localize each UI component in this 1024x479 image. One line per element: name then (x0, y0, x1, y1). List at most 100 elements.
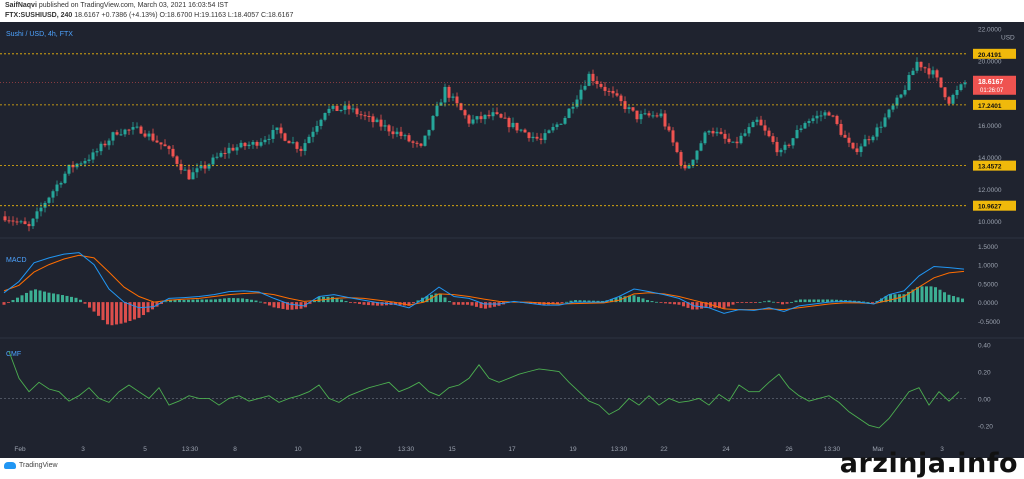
candle-body (815, 115, 819, 119)
chart-area[interactable]: 22.0000 20.0000 16.0000 14.0000 12.0000 10.00… (0, 22, 1024, 458)
x-tick-label: 17 (508, 446, 516, 453)
open-label: O: (159, 12, 167, 19)
candle-body (159, 142, 163, 145)
candle-body (39, 207, 43, 212)
macd-histogram-bar (88, 302, 91, 308)
macd-histogram-bar (259, 301, 262, 303)
candle-body (527, 132, 531, 139)
candle-body (27, 224, 31, 227)
candle-body (343, 105, 347, 110)
candle-body (871, 136, 875, 141)
macd-tick-label: 1.0000 (978, 263, 998, 270)
candle-body (647, 113, 651, 116)
current-timer-label: 01:26:07 (980, 88, 1004, 94)
candle-body (415, 142, 419, 144)
macd-histogram-bar (191, 299, 195, 303)
candle-body (831, 115, 835, 117)
candle-body (523, 129, 527, 133)
candle-body (475, 116, 479, 120)
candle-body (211, 157, 215, 165)
macd-histogram-bar (682, 302, 685, 307)
macd-histogram-bar (250, 299, 253, 303)
macd-histogram-bar (115, 302, 118, 325)
macd-histogram-bar (83, 302, 87, 304)
macd-histogram-bar (623, 296, 627, 303)
candle-body (919, 61, 923, 68)
chart-svg[interactable]: 22.0000 20.0000 16.0000 14.0000 12.0000 10.00… (0, 22, 1024, 458)
x-tick-label: 19 (569, 446, 577, 453)
x-tick-label: 13:30 (182, 446, 199, 453)
candle-body (7, 220, 11, 222)
macd-histogram-bar (533, 302, 537, 305)
candle-body (575, 99, 579, 107)
candle-body (631, 107, 635, 111)
macd-histogram-bar (119, 302, 123, 324)
publisher-line: SaifNaqvi published on TradingView.com, … (5, 2, 228, 9)
candle-body (455, 96, 459, 104)
tradingview-logo-text: TradingView (19, 462, 58, 469)
cmf-tick-label: 0.40 (978, 343, 991, 350)
candle-body (195, 168, 199, 173)
candle-body (379, 119, 383, 127)
candle-body (539, 138, 543, 140)
macd-histogram-bar (416, 300, 420, 303)
macd-histogram-bar (7, 302, 10, 303)
candle-body (959, 84, 963, 90)
macd-histogram-bar (866, 302, 870, 303)
candle-body (427, 129, 431, 136)
candle-body (711, 131, 715, 134)
macd-histogram-bar (344, 301, 348, 303)
tradingview-cloud-icon (4, 462, 16, 469)
candle-body (463, 110, 467, 116)
candle-body (723, 133, 727, 139)
macd-histogram-bar (56, 294, 60, 303)
symbol-name: FTX:SUSHIUSD, 240 (5, 12, 73, 19)
candle-body (11, 220, 15, 222)
price-tick-label: 12.0000 (978, 187, 1002, 194)
price-tick-label: 10.0000 (978, 219, 1002, 226)
candle-body (799, 128, 803, 131)
macd-histogram-bar (785, 302, 789, 304)
macd-histogram-bar (254, 300, 258, 303)
macd-histogram-bar (461, 302, 465, 305)
macd-histogram-bar (407, 302, 411, 306)
candle-body (735, 141, 739, 144)
macd-histogram-bar (106, 302, 109, 325)
x-tick-label: 22 (660, 446, 668, 453)
cmf-line (8, 351, 960, 429)
macd-histogram-bar (749, 302, 753, 303)
candle-body (451, 96, 455, 98)
candle-body (939, 77, 943, 88)
candle-body (115, 132, 119, 135)
candle-body (927, 68, 931, 75)
candle-body (611, 90, 615, 94)
candle-body (683, 165, 687, 169)
candle-body (315, 125, 319, 132)
macd-histogram-bar (2, 302, 6, 305)
tradingview-logo[interactable]: TradingView (4, 462, 58, 469)
macd-histogram-bar (443, 297, 447, 303)
current-price-label: 18.6167 (978, 79, 1003, 86)
candle-body (591, 73, 595, 82)
candle-body (507, 117, 511, 128)
candle-body (703, 132, 707, 144)
candle-body (771, 136, 775, 142)
candle-body (139, 126, 143, 134)
candle-body (751, 121, 755, 128)
candle-body (179, 163, 183, 171)
candle-body (55, 184, 59, 192)
candle-body (171, 148, 175, 157)
candle-body (399, 131, 403, 136)
macd-histogram-bar (758, 302, 762, 303)
candle-body (59, 182, 63, 185)
macd-histogram-bar (650, 301, 654, 303)
candle-body (227, 147, 231, 154)
author-name[interactable]: SaifNaqvi (5, 2, 37, 9)
macd-histogram-bar (479, 302, 483, 309)
macd-histogram-bar (245, 298, 249, 303)
candle-body (923, 67, 927, 69)
ohlc-line: FTX:SUSHIUSD, 240 18.6167 +0.7386 (+4.13… (5, 12, 293, 19)
candle-body (127, 129, 131, 131)
candle-body (911, 70, 915, 76)
candle-body (827, 112, 831, 116)
